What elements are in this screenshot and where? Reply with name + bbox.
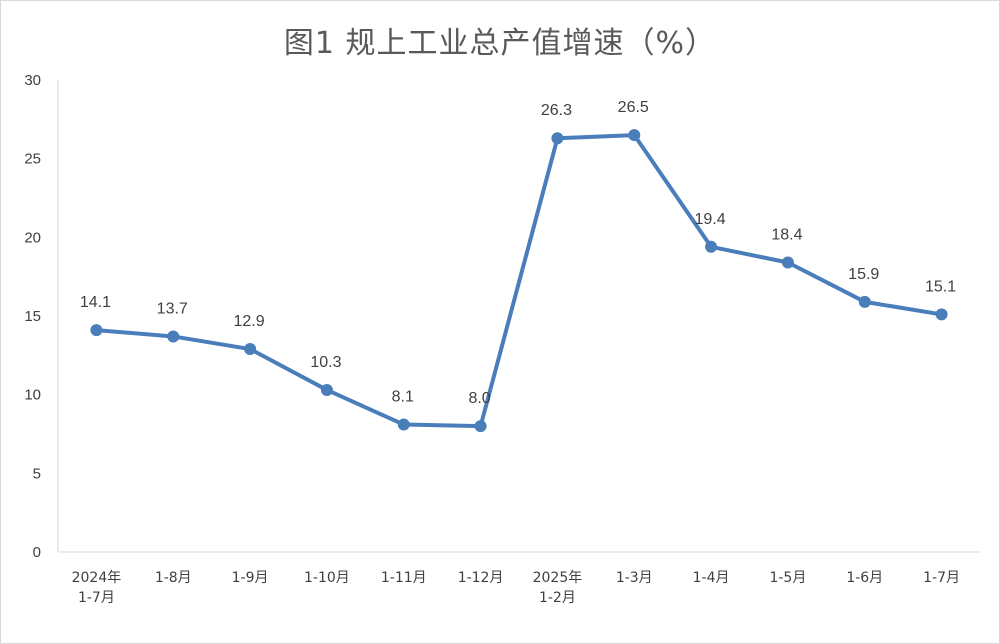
y-tick-label: 5 [33, 465, 41, 482]
x-tick-label: 2024年 1-7月 [72, 570, 122, 606]
data-points [90, 129, 948, 433]
data-point [320, 383, 333, 396]
x-tick-label: 1-5月 [769, 570, 806, 586]
y-axis: 0 5 10 15 20 25 30 [24, 72, 59, 561]
data-point [90, 324, 103, 337]
data-label: 13.7 [157, 300, 188, 317]
data-point [628, 129, 641, 142]
data-label: 15.9 [848, 266, 879, 283]
y-tick-label: 20 [24, 229, 41, 246]
data-label: 15.1 [925, 278, 956, 295]
data-labels: 14.1 13.7 12.9 10.3 8.1 8.0 26.3 26.5 19.4 18.4 15… [80, 99, 956, 407]
x-tick-label: 1-6月 [846, 570, 883, 586]
y-tick-label: 0 [33, 544, 41, 561]
data-point [167, 330, 180, 343]
x-tick-label: 1-7月 [923, 570, 960, 586]
y-tick-label: 25 [24, 151, 41, 168]
series-line [94, 133, 944, 429]
x-tick-label: 1-10月 [304, 570, 350, 586]
chart-title: 图1 规上工业总产值增速（%） [283, 26, 717, 61]
x-tick-label: 1-8月 [155, 570, 192, 586]
y-tick-label: 10 [24, 387, 41, 404]
data-label: 19.4 [695, 211, 726, 228]
y-tick-label: 15 [24, 308, 41, 325]
data-label: 18.4 [771, 227, 802, 244]
data-point [705, 240, 718, 253]
data-point [858, 295, 871, 308]
data-point [935, 308, 948, 321]
data-label: 26.3 [541, 102, 572, 119]
data-label: 8.1 [392, 389, 414, 406]
data-label: 12.9 [234, 313, 265, 330]
data-point [781, 256, 794, 269]
x-tick-label: 1-4月 [693, 570, 730, 586]
series-polyline [94, 133, 944, 429]
x-tick-label: 1-3月 [616, 570, 653, 586]
data-point [551, 132, 564, 145]
data-label: 14.1 [80, 294, 111, 311]
x-tick-label: 1-11月 [381, 570, 427, 586]
x-axis: 2024年 1-7月 1-8月 1-9月 1-10月 1-11月 1-12月 2025年 1-2… [58, 551, 980, 606]
data-label: 8.0 [468, 390, 490, 407]
data-point [244, 343, 257, 356]
y-tick-label: 30 [24, 72, 41, 89]
data-point [397, 418, 410, 431]
x-tick-label: 1-12月 [458, 570, 504, 586]
data-label: 26.5 [618, 99, 649, 116]
x-tick-label: 2025年 1-2月 [533, 570, 583, 606]
x-tick-label: 1-9月 [232, 570, 269, 586]
data-label: 10.3 [310, 354, 341, 371]
data-point [474, 420, 487, 433]
